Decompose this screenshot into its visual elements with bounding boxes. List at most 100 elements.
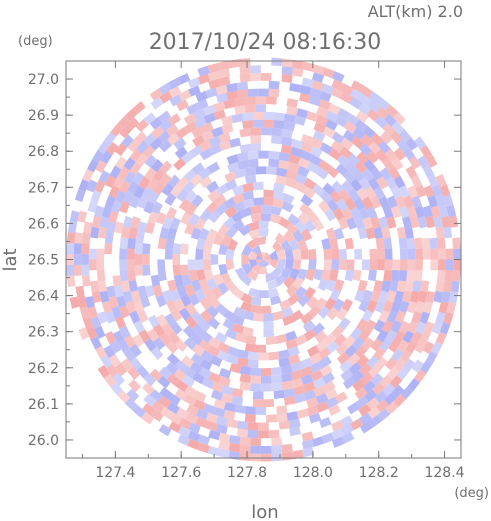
radar-cell [297,268,308,281]
radar-cell [198,139,212,152]
radar-cell [205,412,219,424]
radar-cell [271,452,283,462]
radar-cell [332,298,345,312]
radar-cell [289,426,301,437]
radar-cell [69,210,80,223]
radar-cell [117,339,130,353]
radar-cell [291,377,304,389]
radar-cell [258,221,269,229]
radar-cell [411,310,423,324]
radar-cell [181,150,195,164]
radar-cell [147,191,160,205]
radar-cell [125,300,137,314]
radar-cell [217,282,229,295]
radar-cell [359,363,372,377]
radar-cell [74,189,86,202]
radar-cell [206,278,218,291]
radar-cell [189,361,203,374]
radar-cell [90,226,100,239]
radar-cell [77,296,88,309]
radar-cell [398,185,411,199]
radar-cell [83,221,93,234]
radar-cell [228,58,241,69]
radar-cell [183,337,197,351]
radar-cell [109,165,122,179]
radar-cell [435,280,445,293]
radar-cell [85,295,95,309]
radar-cell [192,372,205,385]
radar-cell [198,319,211,332]
radar-cell [294,173,308,185]
radar-cell [381,226,391,239]
radar-cell [275,167,288,178]
radar-cell [97,226,107,239]
radar-cell [263,189,275,199]
radar-cell [281,136,293,147]
radar-cell [361,259,370,271]
radar-cell [268,351,280,361]
radar-cell [198,339,212,352]
radar-cell [326,340,340,354]
radar-cell [396,226,407,239]
radar-cell [218,243,228,255]
radar-cell [284,259,294,271]
radar-cell [438,205,449,218]
radar-cell [281,73,293,84]
radar-cell [325,396,339,409]
radar-cell [92,149,104,164]
radar-cell [273,120,285,129]
radar-cell [422,341,435,355]
radar-cell [281,201,294,213]
radar-cell [174,146,188,160]
radar-cell [218,68,231,79]
radar-cell [129,195,141,209]
y-tick-label: 26.2 [28,361,59,377]
radar-cell [143,132,157,146]
radar-cell [99,216,110,229]
radar-cell [178,307,191,321]
radar-cell [197,442,210,454]
radar-cell [233,201,246,213]
radar-cell [415,259,424,271]
radar-cell [377,259,386,271]
radar-cell [217,224,229,237]
radar-cell [157,237,167,250]
radar-cell [261,259,266,267]
radar-cell [370,167,383,181]
radar-cell [236,357,249,368]
radar-cell [232,287,245,300]
radar-cell [203,112,216,124]
radar-cell [137,221,148,234]
radar-cell [368,141,381,155]
radar-cell [123,157,136,171]
radar-cell [326,307,340,321]
radar-cell [248,259,258,269]
radar-cell [344,237,355,250]
radar-cell [224,171,237,183]
radar-cell [144,167,157,181]
radar-cell [213,101,226,112]
radar-cell [291,59,304,70]
radar-cell [218,367,232,379]
radar-cell [291,309,304,322]
x-tick-label: 128.0 [293,465,333,481]
radar-cell [437,237,446,250]
radar-cell [359,94,373,107]
radar-cell [90,336,102,350]
radar-cell [410,174,423,189]
radar-cell [287,162,301,173]
radar-cell [250,65,261,74]
radar-cell [190,352,204,366]
radar-cell [133,300,145,314]
radar-cell [288,354,301,365]
radar-cell [77,210,88,223]
radar-cell [414,270,423,282]
radar-cell [215,183,229,196]
radar-cell [81,254,89,265]
radar-cell [175,126,189,140]
radar-cell [376,176,389,190]
radar-cell [215,415,228,427]
radar-cell [323,248,332,260]
radar-cell [91,290,102,304]
radar-cell [177,434,191,446]
